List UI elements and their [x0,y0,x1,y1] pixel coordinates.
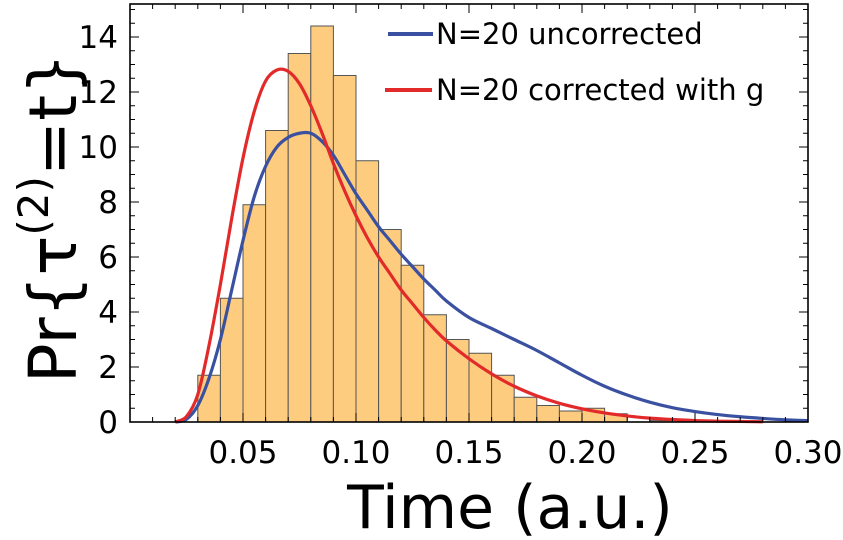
histogram-bar [265,130,289,423]
y-tick-label: 12 [79,75,118,111]
histogram-bar [558,410,583,423]
x-tick-label: 0.25 [660,435,729,471]
y-tick-label: 10 [79,130,118,166]
y-axis-title: Pr{τ(2)=t} [9,53,92,383]
axis-ticks [130,4,809,422]
histogram-bar [310,25,334,423]
histogram-bar [536,405,560,423]
histogram-bar [378,229,402,423]
y-tick-label: 2 [98,350,118,386]
histogram-bar [400,264,425,423]
y-tick-label: 8 [98,185,118,221]
x-tick-label: 0.30 [773,435,842,471]
y-axis-title-tail: =t} [15,53,92,176]
y-axis-title-superscript: (2) [9,176,58,236]
y-tick-label: 14 [79,20,118,56]
x-tick-label: 0.15 [434,435,503,471]
legend: N=20 uncorrected N=20 corrected with g [385,17,764,107]
legend-label-corrected: N=20 corrected with g [436,73,764,107]
histogram-bar [332,75,357,423]
histogram-bar [468,352,493,423]
histogram-bar [513,396,538,423]
series-lines [174,67,809,424]
histogram-bars [197,25,673,423]
y-tick-label: 0 [98,405,118,441]
x-axis-title: Time (a.u.) [346,473,673,540]
y-tick-label: 6 [98,240,118,276]
x-tick-label: 0.10 [321,435,390,471]
series-line-corrected [174,67,763,424]
y-tick-label: 4 [98,295,118,331]
y-tick-labels: 0 2 4 6 8 10 12 14 [79,20,118,441]
histogram-bar [219,297,244,423]
histogram-bar [491,374,515,423]
y-axis-title-main: Pr{τ [15,236,92,384]
x-tick-label: 0.05 [208,435,277,471]
legend-label-uncorrected: N=20 uncorrected [436,17,703,51]
x-tick-labels: 0.05 0.10 0.15 0.20 0.25 0.30 [208,435,842,471]
series-line-uncorrected [174,130,809,424]
histogram-bar [287,53,312,423]
x-tick-label: 0.20 [547,435,616,471]
histogram-bar [242,204,267,423]
